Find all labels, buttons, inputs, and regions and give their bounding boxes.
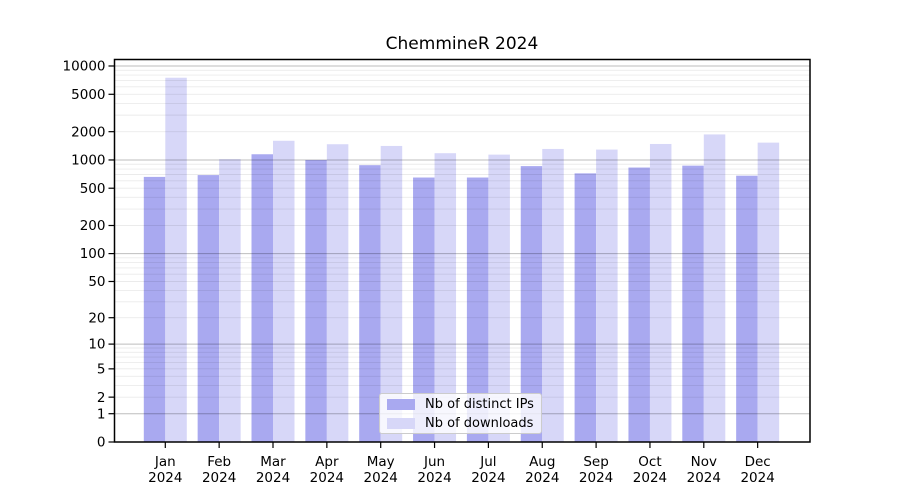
x-tick-label-year: 2024: [525, 470, 559, 486]
bar-downloads-oct: [649, 143, 672, 442]
bar-downloads-sep: [596, 149, 618, 442]
x-tick-label-month: Apr: [315, 454, 339, 470]
x-tick-label-year: 2024: [471, 470, 505, 486]
bar-distinct-ips-mar: [251, 154, 273, 443]
y-tick-label: 2: [97, 390, 106, 406]
x-tick-label-month: May: [367, 454, 395, 470]
bar-distinct-ips-jun: [413, 177, 435, 443]
x-tick-label-year: 2024: [148, 470, 182, 486]
legend-swatch-distinct-ips-icon: [387, 398, 415, 410]
y-tick-label: 10000: [63, 59, 106, 75]
plot-box: [113, 58, 811, 443]
y-tick-label: 5: [97, 361, 106, 377]
x-tick-label-year: 2024: [417, 470, 451, 486]
bar-downloads-feb: [219, 159, 241, 442]
y-axis: 0 12 5 10 20 50 100 200 500 1000 2000 5000 10000: [63, 59, 115, 451]
minor-gridlines: [114, 69, 810, 398]
chart-title: ChemmineR 2024: [385, 34, 539, 54]
bar-downloads-mar: [273, 140, 295, 442]
bar-distinct-ips-apr: [305, 159, 327, 442]
x-axis: Jan2024Feb2024Mar2024Apr2024May2024Jun20…: [148, 442, 775, 486]
bar-distinct-ips-oct: [628, 167, 650, 443]
x-tick-label-year: 2024: [202, 470, 236, 486]
y-tick-label: 200: [80, 218, 106, 234]
y-tick-label: 5000: [71, 87, 105, 103]
x-tick-label-month: Jan: [154, 454, 176, 470]
x-tick-label-month: Aug: [529, 454, 555, 470]
x-tick-label-year: 2024: [740, 470, 774, 486]
bar-distinct-ips-may: [359, 165, 381, 442]
bars-layer: [143, 77, 780, 443]
y-tick-label: 2000: [71, 124, 105, 140]
x-tick-label-month: Mar: [260, 454, 286, 470]
x-tick-label-month: Nov: [691, 454, 717, 470]
x-tick-label-month: Jul: [479, 454, 496, 470]
legend: Nb of distinct IPs Nb of downloads: [379, 393, 542, 434]
bar-downloads-jan: [165, 77, 187, 442]
x-tick-label-month: Jun: [423, 454, 445, 470]
legend-label-distinct-ips: Nb of distinct IPs: [425, 396, 534, 412]
y-tick-label: 100: [80, 246, 106, 262]
bar-downloads-dec: [757, 142, 780, 442]
bar-distinct-ips-jan: [143, 176, 166, 442]
x-tick-label-month: Sep: [583, 454, 608, 470]
y-tick-label: 0: [97, 435, 106, 451]
x-tick-label-year: 2024: [633, 470, 667, 486]
bar-downloads-apr: [326, 144, 349, 442]
bar-distinct-ips-feb: [197, 175, 220, 443]
bar-distinct-ips-dec: [736, 175, 758, 442]
legend-swatch-downloads-icon: [387, 417, 415, 429]
bar-downloads-jul: [488, 154, 510, 442]
x-tick-label-year: 2024: [364, 470, 398, 486]
y-tick-label: 10: [88, 337, 105, 353]
y-tick-label: 500: [80, 181, 106, 197]
bar-downloads-may: [380, 145, 403, 442]
x-tick-label-year: 2024: [579, 470, 613, 486]
bar-distinct-ips-nov: [682, 165, 704, 442]
x-tick-label-year: 2024: [256, 470, 290, 486]
legend-label-downloads: Nb of downloads: [425, 415, 534, 431]
x-tick-label-year: 2024: [687, 470, 721, 486]
bar-downloads-nov: [703, 134, 726, 443]
y-tick-label: 1: [97, 406, 106, 422]
bar-distinct-ips-sep: [574, 173, 597, 443]
y-tick-label: 1000: [71, 153, 105, 169]
x-tick-label-month: Oct: [638, 454, 661, 470]
x-tick-label-month: Dec: [745, 454, 771, 470]
bar-distinct-ips-jul: [466, 177, 489, 443]
bar-distinct-ips-aug: [520, 166, 543, 442]
legend-entry-distinct-ips: Nb of distinct IPs: [387, 397, 541, 412]
x-tick-label-year: 2024: [310, 470, 344, 486]
bar-downloads-jun: [434, 153, 457, 443]
y-tick-label: 20: [88, 310, 105, 326]
legend-entry-downloads: Nb of downloads: [387, 416, 541, 431]
y-tick-label: 50: [88, 274, 105, 290]
bar-downloads-aug: [542, 148, 564, 442]
x-tick-label-month: Feb: [207, 454, 231, 470]
